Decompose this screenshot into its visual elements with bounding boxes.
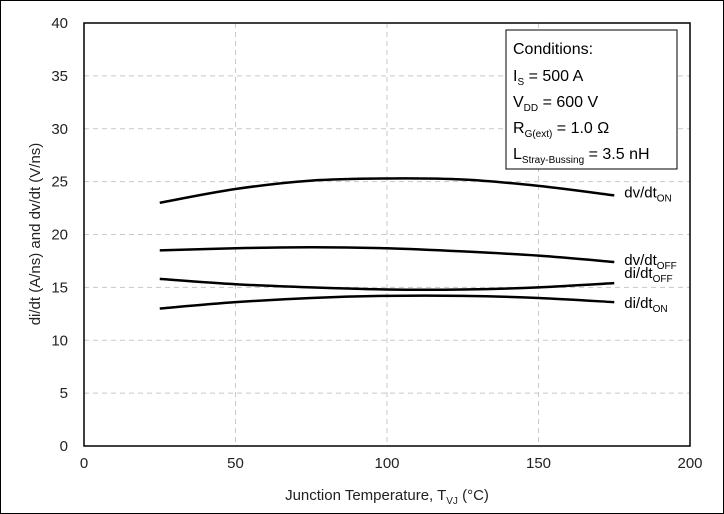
series-label-main: dv/dt (624, 252, 657, 269)
x-tick-label: 100 (374, 455, 399, 472)
conditions-symbol: L (513, 146, 522, 163)
conditions-subscript: G(ext) (525, 129, 553, 140)
ticks: 0 50 100 150 200 0 5 10 15 20 25 30 35 40 (51, 15, 702, 472)
series-label-sub: ON (653, 304, 668, 315)
x-tick-label: 150 (526, 455, 551, 472)
series-label: dv/dtOFF (624, 252, 677, 272)
x-axis-title-sub: VJ (446, 496, 458, 507)
series-label-sub: ON (657, 193, 672, 204)
series-label: di/dtON (624, 295, 667, 315)
x-tick-label: 200 (677, 455, 702, 472)
series-line-dvdt-on (159, 177, 615, 205)
y-tick-label: 40 (51, 15, 68, 32)
series-label-main: di/dt (624, 295, 653, 312)
y-tick-label: 10 (51, 332, 68, 349)
y-tick-label: 0 (60, 438, 68, 455)
y-tick-label: 30 (51, 121, 68, 138)
conditions-header: Conditions: (513, 41, 593, 58)
conditions-line: VDD = 600 V (513, 94, 599, 114)
x-axis-title: Junction Temperature, TVJ (°C) (285, 487, 489, 507)
series-label-main: di/dt (624, 265, 653, 282)
series-label-main: dv/dt (624, 184, 657, 201)
series-line-dvdt-off (159, 245, 615, 264)
conditions-symbol: I (513, 68, 517, 85)
y-tick-label: 25 (51, 174, 68, 191)
conditions-line: LStray-Bussing = 3.5 nH (513, 146, 650, 166)
conditions-line: IS = 500 A (513, 68, 584, 88)
x-axis-title-main: Junction Temperature, T (285, 487, 446, 504)
conditions-subscript: S (517, 77, 524, 88)
conditions-value: = 3.5 nH (584, 146, 649, 163)
conditions-symbol: R (513, 120, 525, 137)
y-axis-title: di/dt (A/ns) and dv/dt (V/ns) (27, 143, 44, 326)
conditions-value: = 1.0 Ω (552, 120, 609, 137)
conditions-value: = 600 V (538, 94, 598, 111)
series-line-didt-off (159, 277, 615, 292)
series-label: di/dtOFF (624, 265, 672, 285)
conditions-symbol: V (513, 94, 524, 111)
x-axis-title-tail: (°C) (458, 487, 489, 504)
x-tick-label: 0 (80, 455, 88, 472)
conditions-subscript: DD (524, 103, 538, 114)
conditions-line: RG(ext) = 1.0 Ω (513, 120, 609, 140)
series-line-didt-on (159, 294, 615, 310)
conditions-value: = 500 A (524, 68, 583, 85)
series-label-sub: OFF (657, 261, 677, 272)
y-tick-label: 15 (51, 279, 68, 296)
series-label-sub: OFF (653, 274, 673, 285)
y-tick-label: 5 (60, 385, 68, 402)
x-tick-label: 50 (227, 455, 244, 472)
series-label: dv/dtON (624, 184, 672, 204)
y-tick-label: 20 (51, 227, 68, 244)
plot-area (83, 22, 691, 447)
conditions-subscript: Stray-Bussing (522, 155, 584, 166)
series-lines (159, 177, 615, 310)
y-tick-label: 35 (51, 68, 68, 85)
